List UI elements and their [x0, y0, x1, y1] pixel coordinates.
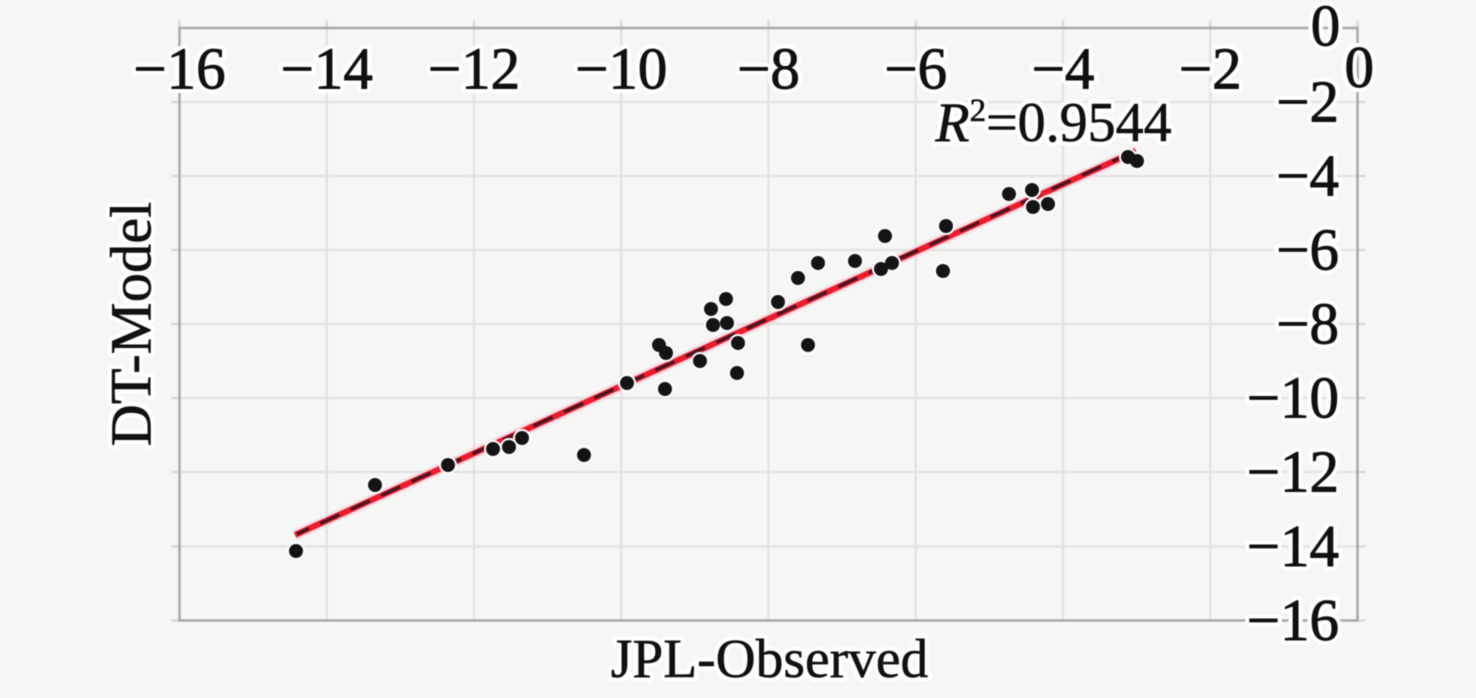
- svg-text:−6: −6: [1276, 217, 1339, 283]
- svg-text:0: 0: [1345, 34, 1375, 100]
- svg-text:−8: −8: [1276, 291, 1339, 357]
- svg-text:−4: −4: [1032, 36, 1095, 102]
- svg-text:−16: −16: [1247, 587, 1339, 653]
- svg-text:−8: −8: [737, 36, 800, 102]
- svg-text:−10: −10: [575, 36, 667, 102]
- svg-text:−2: −2: [1276, 69, 1339, 135]
- svg-text:R2=0.9544: R2=0.9544: [934, 92, 1171, 154]
- svg-text:−12: −12: [1247, 439, 1339, 505]
- svg-text:−8: −8: [737, 36, 800, 102]
- svg-text:−16: −16: [1247, 587, 1339, 653]
- svg-text:−10: −10: [575, 36, 667, 102]
- svg-text:−16: −16: [133, 36, 225, 102]
- svg-text:0: 0: [1345, 34, 1375, 100]
- svg-text:−10: −10: [1247, 365, 1339, 431]
- svg-text:−4: −4: [1032, 36, 1095, 102]
- svg-text:JPL-Observed: JPL-Observed: [611, 629, 929, 690]
- svg-text:0: 0: [1311, 0, 1341, 59]
- svg-text:−14: −14: [281, 36, 373, 102]
- svg-text:−12: −12: [428, 36, 520, 102]
- svg-text:−8: −8: [1276, 291, 1339, 357]
- svg-text:−6: −6: [1276, 217, 1339, 283]
- svg-text:−14: −14: [1247, 513, 1339, 579]
- svg-text:R2=0.9544: R2=0.9544: [934, 92, 1171, 154]
- svg-text:−14: −14: [281, 36, 373, 102]
- svg-text:−2: −2: [1179, 36, 1242, 102]
- svg-text:−12: −12: [1247, 439, 1339, 505]
- svg-text:−10: −10: [1247, 365, 1339, 431]
- svg-text:−4: −4: [1276, 143, 1339, 209]
- svg-text:−2: −2: [1179, 36, 1242, 102]
- svg-text:−4: −4: [1276, 143, 1339, 209]
- svg-text:−2: −2: [1276, 69, 1339, 135]
- svg-text:−16: −16: [133, 36, 225, 102]
- svg-text:DT-Model: DT-Model: [99, 202, 164, 447]
- svg-text:JPL-Observed: JPL-Observed: [611, 629, 929, 690]
- svg-text:DT-Model: DT-Model: [99, 202, 164, 447]
- svg-text:0: 0: [1311, 0, 1341, 59]
- svg-text:−14: −14: [1247, 513, 1339, 579]
- svg-text:−6: −6: [884, 36, 947, 102]
- svg-text:−6: −6: [884, 36, 947, 102]
- svg-text:−12: −12: [428, 36, 520, 102]
